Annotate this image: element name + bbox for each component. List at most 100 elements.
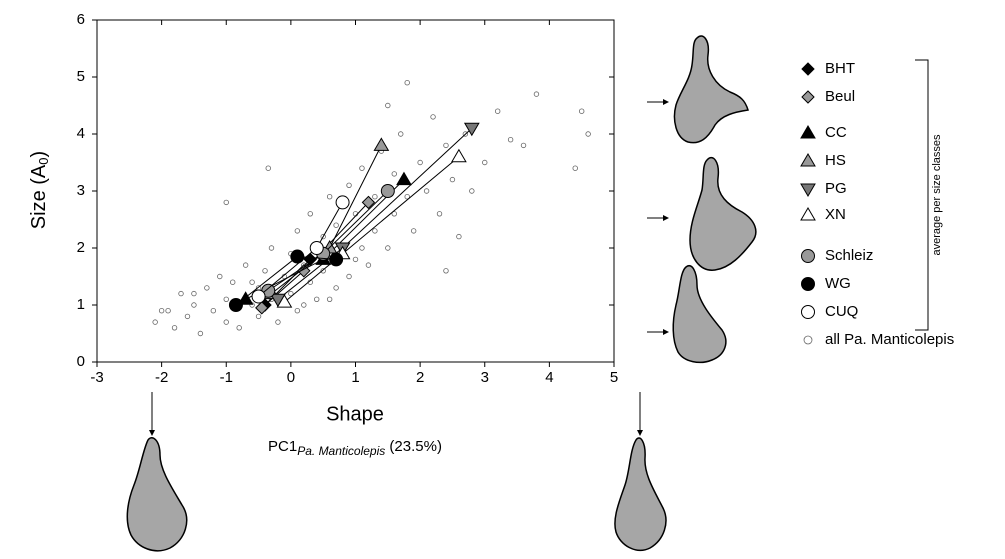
trajectory-line bbox=[284, 156, 460, 303]
x-axis-label: Shape bbox=[326, 403, 384, 425]
point bbox=[165, 308, 171, 314]
legend-label: PG bbox=[825, 180, 847, 197]
point bbox=[223, 199, 229, 206]
y-tick-label: 5 bbox=[77, 68, 85, 85]
outline-shape bbox=[126, 436, 188, 552]
legend-marker bbox=[801, 249, 815, 263]
legend-label: BHT bbox=[825, 60, 855, 77]
y-axis-label: Size (A0) bbox=[28, 151, 51, 229]
point bbox=[520, 142, 527, 149]
legend-marker bbox=[801, 90, 815, 104]
point bbox=[585, 131, 591, 137]
point bbox=[268, 245, 275, 251]
point bbox=[326, 296, 333, 302]
x-tick-label: -1 bbox=[220, 369, 233, 386]
x-tick-label: 4 bbox=[545, 369, 553, 386]
legend-bracket bbox=[915, 59, 929, 331]
legend-label: XN bbox=[825, 206, 846, 223]
outline-shape bbox=[672, 265, 727, 364]
point bbox=[365, 262, 372, 268]
point bbox=[352, 256, 359, 263]
point bbox=[307, 211, 313, 217]
x-tick-label: -3 bbox=[90, 369, 103, 386]
point bbox=[191, 302, 197, 308]
point bbox=[423, 188, 430, 194]
y-tick-label: 2 bbox=[77, 239, 85, 256]
point bbox=[333, 285, 339, 291]
point bbox=[507, 136, 514, 143]
outline-shape bbox=[689, 156, 757, 271]
point bbox=[230, 279, 236, 285]
point bbox=[197, 330, 204, 337]
legend-label: WG bbox=[825, 275, 851, 292]
point bbox=[294, 228, 301, 234]
point bbox=[223, 319, 229, 325]
point bbox=[494, 108, 501, 114]
point bbox=[314, 296, 320, 302]
point bbox=[417, 159, 423, 166]
point bbox=[451, 148, 467, 163]
y-tick-label: 4 bbox=[77, 125, 85, 142]
legend-label: Schleiz bbox=[825, 247, 873, 264]
legend-label: Beul bbox=[825, 88, 855, 105]
point bbox=[346, 182, 352, 188]
point bbox=[320, 268, 326, 274]
point bbox=[249, 279, 255, 285]
point bbox=[443, 142, 449, 149]
point bbox=[178, 290, 184, 297]
point bbox=[436, 211, 443, 217]
point bbox=[578, 108, 585, 114]
point bbox=[404, 79, 410, 86]
point bbox=[359, 245, 365, 251]
point bbox=[184, 313, 191, 320]
point bbox=[288, 290, 294, 297]
point bbox=[404, 193, 410, 200]
point bbox=[456, 233, 462, 240]
point bbox=[309, 241, 324, 255]
point bbox=[572, 165, 578, 171]
point bbox=[276, 294, 293, 308]
legend-group-label: average per size classes bbox=[931, 134, 943, 256]
point bbox=[223, 296, 229, 302]
point bbox=[204, 285, 210, 291]
point bbox=[158, 308, 165, 314]
point bbox=[290, 249, 305, 264]
point bbox=[191, 290, 197, 297]
outline-shape bbox=[673, 35, 749, 144]
point bbox=[329, 252, 344, 267]
point bbox=[275, 319, 281, 325]
x-tick-label: 3 bbox=[481, 369, 489, 386]
point bbox=[346, 273, 352, 280]
point bbox=[396, 171, 412, 186]
point bbox=[373, 137, 390, 151]
legend-label: HS bbox=[825, 152, 846, 169]
x-tick-label: 2 bbox=[416, 369, 424, 386]
point bbox=[333, 222, 339, 228]
point bbox=[449, 176, 456, 183]
legend-marker bbox=[803, 335, 813, 345]
y-tick-label: 1 bbox=[77, 296, 85, 313]
plot-frame bbox=[96, 19, 615, 363]
y-tick-label: 3 bbox=[77, 182, 85, 199]
x-tick-label: 0 bbox=[287, 369, 295, 386]
point bbox=[265, 165, 271, 171]
legend-marker bbox=[800, 153, 816, 167]
point bbox=[385, 245, 391, 251]
point bbox=[236, 325, 242, 331]
point bbox=[430, 114, 436, 120]
x-tick-label: 5 bbox=[610, 369, 618, 386]
point bbox=[237, 291, 254, 305]
outline-shape bbox=[614, 437, 667, 552]
y-tick-label: 0 bbox=[77, 353, 85, 370]
point bbox=[251, 289, 266, 304]
legend-label: all Pa. Manticolepis bbox=[825, 331, 954, 348]
point bbox=[380, 184, 395, 198]
point bbox=[294, 308, 301, 314]
point bbox=[242, 262, 249, 268]
point bbox=[391, 211, 397, 217]
point bbox=[443, 268, 449, 274]
point bbox=[255, 313, 262, 320]
point bbox=[210, 308, 217, 314]
point bbox=[359, 165, 365, 171]
